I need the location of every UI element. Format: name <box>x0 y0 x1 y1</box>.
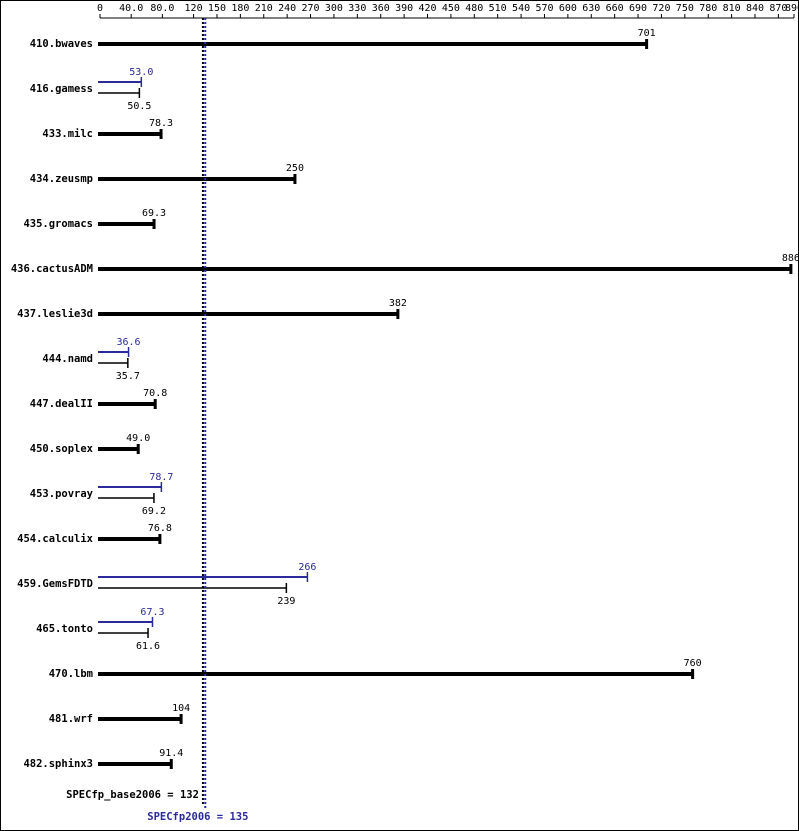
value-label: 104 <box>172 703 190 714</box>
x-tick-label: 810 <box>723 3 741 14</box>
x-tick-label: 240 <box>278 3 296 14</box>
x-tick-label: 420 <box>418 3 436 14</box>
x-tick-label: 150 <box>208 3 226 14</box>
reference-label: SPECfp_base2006 = 132 <box>66 789 199 801</box>
x-tick-label: 330 <box>348 3 366 14</box>
category-label: 434.zeusmp <box>30 173 93 185</box>
value-label: 35.7 <box>116 371 140 382</box>
value-label: 382 <box>389 298 407 309</box>
value-label: 50.5 <box>127 101 151 112</box>
x-tick-label: 870 <box>769 3 787 14</box>
value-label: 91.4 <box>159 748 183 759</box>
category-label: 447.dealII <box>30 398 93 410</box>
value-label: 239 <box>277 596 295 607</box>
x-tick-label: 720 <box>652 3 670 14</box>
reference-label: SPECfp2006 = 135 <box>147 811 248 823</box>
value-label: 266 <box>298 562 316 573</box>
x-tick-label: 120 <box>185 3 203 14</box>
x-tick-label: 0 <box>97 3 103 14</box>
x-tick-label: 480 <box>465 3 483 14</box>
value-label: 701 <box>638 28 656 39</box>
category-label: 416.gamess <box>30 83 93 95</box>
x-tick-label: 600 <box>559 3 577 14</box>
x-tick-label: 40.0 <box>119 3 143 14</box>
category-label: 470.lbm <box>49 668 93 680</box>
value-label: 760 <box>684 658 702 669</box>
x-tick-label: 540 <box>512 3 530 14</box>
x-tick-label: 570 <box>535 3 553 14</box>
value-label: 69.2 <box>142 506 166 517</box>
category-label: 444.namd <box>42 353 93 365</box>
value-label: 61.6 <box>136 641 160 652</box>
value-label: 78.7 <box>149 472 173 483</box>
x-tick-label: 450 <box>442 3 460 14</box>
category-label: 481.wrf <box>49 713 93 725</box>
x-tick-label: 780 <box>699 3 717 14</box>
x-tick-label: 630 <box>582 3 600 14</box>
category-label: 410.bwaves <box>30 38 93 50</box>
category-label: 433.milc <box>42 128 93 140</box>
x-tick-label: 750 <box>676 3 694 14</box>
category-label: 435.gromacs <box>23 218 93 230</box>
x-tick-label: 180 <box>231 3 249 14</box>
x-tick-label: 300 <box>325 3 343 14</box>
value-label: 69.3 <box>142 208 166 219</box>
x-tick-label: 270 <box>302 3 320 14</box>
value-label: 49.0 <box>126 433 150 444</box>
x-tick-label: 660 <box>606 3 624 14</box>
value-label: 78.3 <box>149 118 173 129</box>
value-label: 886 <box>782 253 799 264</box>
category-label: 465.tonto <box>36 623 93 635</box>
category-label: 436.cactusADM <box>11 263 93 275</box>
category-label: 437.leslie3d <box>17 308 93 320</box>
x-tick-label: 890 <box>785 3 799 14</box>
value-label: 67.3 <box>140 607 164 618</box>
value-label: 76.8 <box>148 523 172 534</box>
category-label: 450.soplex <box>30 443 94 455</box>
value-label: 70.8 <box>143 388 167 399</box>
category-label: 454.calculix <box>17 533 94 545</box>
x-tick-label: 80.0 <box>150 3 174 14</box>
x-tick-label: 390 <box>395 3 413 14</box>
category-label: 459.GemsFDTD <box>17 578 93 590</box>
x-tick-label: 210 <box>255 3 273 14</box>
x-tick-label: 690 <box>629 3 647 14</box>
value-label: 36.6 <box>116 337 140 348</box>
category-label: 453.povray <box>30 488 94 500</box>
value-label: 53.0 <box>129 67 153 78</box>
x-tick-label: 840 <box>746 3 764 14</box>
category-label: 482.sphinx3 <box>23 758 93 770</box>
x-tick-label: 510 <box>489 3 507 14</box>
x-tick-label: 360 <box>372 3 390 14</box>
value-label: 250 <box>286 163 304 174</box>
